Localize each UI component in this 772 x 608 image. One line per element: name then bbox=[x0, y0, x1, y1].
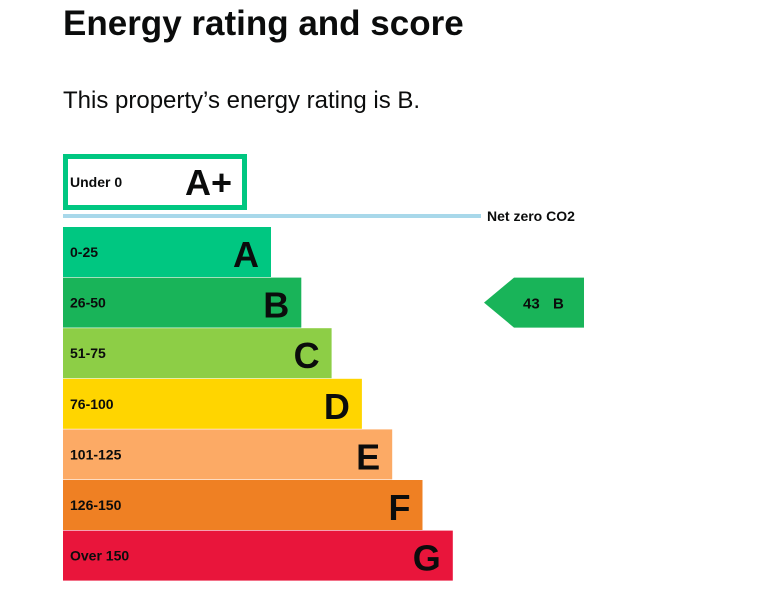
band-c-letter: C bbox=[294, 335, 320, 376]
band-b-range: 26-50 bbox=[70, 295, 106, 311]
band-f-letter: F bbox=[389, 487, 411, 528]
band-g-range: Over 150 bbox=[70, 548, 129, 564]
band-a-letter: A bbox=[233, 234, 259, 275]
current-rating-score: 43 bbox=[523, 296, 540, 313]
band-a-bar bbox=[63, 227, 271, 277]
band-b-bar bbox=[63, 277, 302, 328]
net-zero-label: Net zero CO2 bbox=[487, 208, 575, 224]
band-a-plus-box bbox=[63, 154, 247, 210]
band-b-letter: B bbox=[263, 285, 289, 326]
band-d-letter: D bbox=[324, 386, 350, 427]
band-e-bar bbox=[63, 429, 393, 480]
band-c-range: 51-75 bbox=[70, 345, 106, 361]
current-rating-arrow bbox=[484, 277, 584, 328]
rating-summary: This property’s energy rating is B. bbox=[63, 87, 421, 114]
band-e-letter: E bbox=[356, 436, 380, 477]
band-d-range: 76-100 bbox=[70, 396, 114, 412]
band-g-bar bbox=[63, 530, 453, 581]
band-a-plus-letter: A+ bbox=[185, 162, 232, 203]
current-rating-band: B bbox=[553, 296, 564, 313]
band-c-bar bbox=[63, 328, 332, 379]
band-f-bar bbox=[63, 480, 423, 530]
band-a-range: 0-25 bbox=[70, 244, 98, 260]
band-d-bar bbox=[63, 378, 362, 429]
band-g-letter: G bbox=[413, 538, 441, 579]
band-f-range: 126-150 bbox=[70, 497, 122, 513]
page-title: Energy rating and score bbox=[63, 4, 464, 43]
band-a-plus-range: Under 0 bbox=[70, 174, 122, 190]
band-e-range: 101-125 bbox=[70, 446, 122, 462]
